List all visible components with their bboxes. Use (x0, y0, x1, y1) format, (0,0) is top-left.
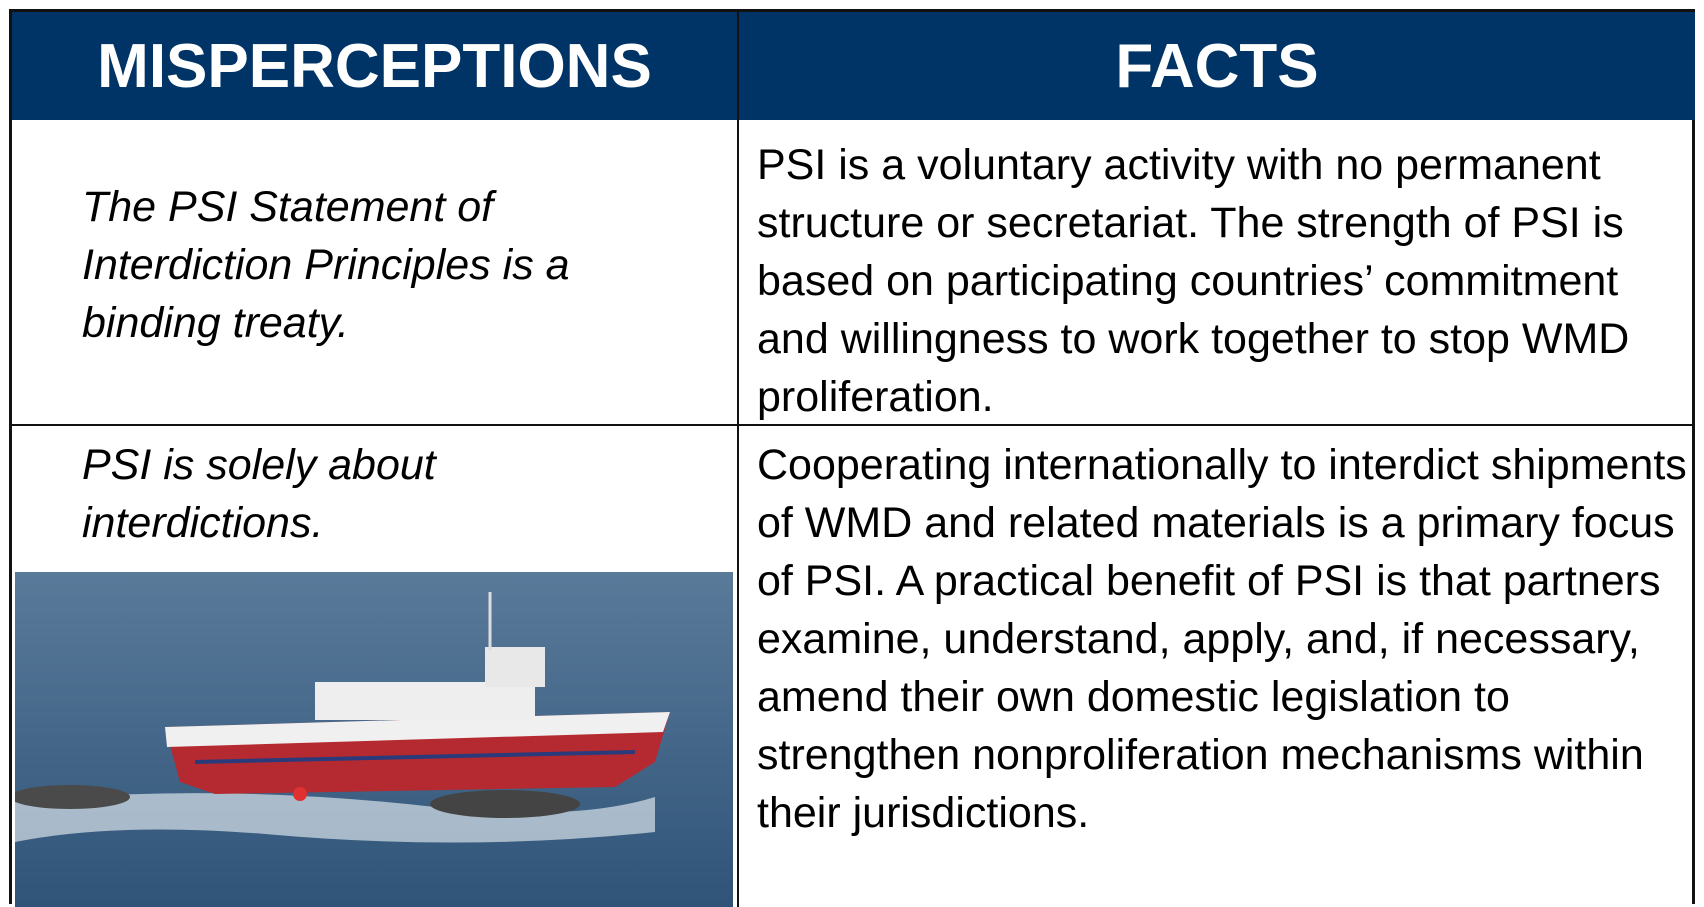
boat-photo (15, 572, 733, 907)
header-cell: MISPERCEPTIONS (12, 12, 737, 120)
misperception-text: PSI is solely about interdictions. (82, 441, 436, 547)
misperception-text: The PSI Statement of Interdiction Princi… (82, 183, 570, 347)
fact-text: Cooperating internationally to interdict… (757, 441, 1687, 837)
fact-text: PSI is a voluntary activity with no perm… (757, 141, 1630, 421)
table: MISPERCEPTIONS FACTS The PSI Statement o… (9, 9, 1695, 907)
header-cell: FACTS (739, 12, 1695, 120)
column-divider (737, 12, 739, 907)
row-divider (12, 424, 1692, 426)
